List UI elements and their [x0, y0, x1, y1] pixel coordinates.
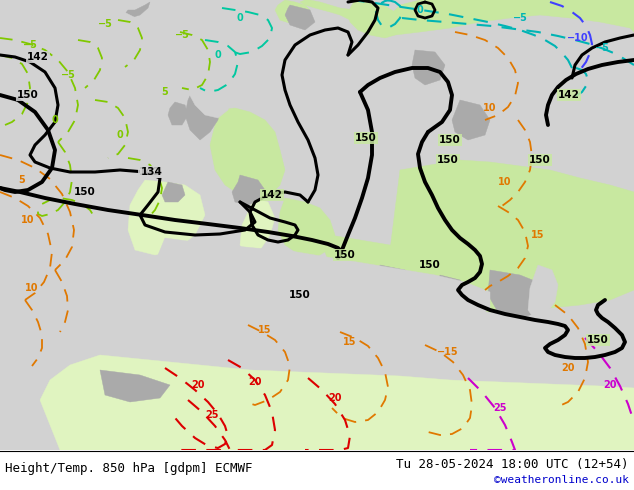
Text: 142: 142	[139, 167, 161, 177]
Polygon shape	[300, 0, 395, 35]
Text: 15: 15	[258, 325, 272, 335]
Text: 20: 20	[561, 363, 575, 373]
Polygon shape	[385, 0, 634, 35]
Polygon shape	[372, 265, 420, 305]
Polygon shape	[125, 2, 150, 18]
Polygon shape	[240, 198, 275, 255]
Text: −10: −10	[567, 33, 589, 43]
Polygon shape	[270, 58, 340, 102]
Text: −5: −5	[23, 40, 37, 50]
Text: 150: 150	[529, 155, 551, 165]
Polygon shape	[275, 0, 310, 25]
Polygon shape	[278, 198, 335, 258]
Text: 10: 10	[498, 177, 512, 187]
Polygon shape	[40, 355, 634, 450]
Polygon shape	[390, 160, 634, 312]
Text: 150: 150	[355, 133, 377, 143]
Text: 0: 0	[236, 13, 243, 23]
Text: 142: 142	[558, 90, 580, 100]
Text: 20: 20	[191, 380, 205, 390]
Polygon shape	[168, 102, 188, 125]
Text: Tu 28-05-2024 18:00 UTC (12+54): Tu 28-05-2024 18:00 UTC (12+54)	[396, 458, 629, 470]
Text: 0: 0	[215, 50, 221, 60]
Text: Height/Temp. 850 hPa [gdpm] ECMWF: Height/Temp. 850 hPa [gdpm] ECMWF	[5, 462, 252, 474]
Polygon shape	[0, 0, 634, 450]
Text: 134: 134	[141, 167, 163, 177]
Polygon shape	[155, 238, 490, 322]
Text: 150: 150	[17, 90, 39, 100]
Polygon shape	[162, 182, 185, 202]
Polygon shape	[0, 0, 148, 55]
Text: 15: 15	[531, 230, 545, 240]
Text: 15: 15	[343, 337, 357, 347]
Polygon shape	[285, 5, 315, 30]
Text: 150: 150	[437, 155, 459, 165]
Text: 25: 25	[205, 410, 219, 420]
Text: 20: 20	[328, 393, 342, 403]
Text: 142: 142	[27, 52, 49, 62]
Text: −5: −5	[595, 43, 609, 53]
Text: −5: −5	[61, 70, 75, 80]
Text: −5: −5	[174, 30, 190, 40]
Text: −5: −5	[98, 19, 112, 29]
Polygon shape	[348, 0, 400, 38]
Text: 25: 25	[493, 403, 507, 413]
Text: 150: 150	[74, 187, 96, 197]
Polygon shape	[452, 100, 490, 140]
Text: 150: 150	[419, 260, 441, 270]
Text: −15: −15	[437, 347, 459, 357]
Polygon shape	[432, 275, 468, 315]
Text: 20: 20	[249, 377, 262, 387]
Text: 142: 142	[261, 190, 283, 200]
Polygon shape	[488, 270, 550, 318]
Text: 0: 0	[117, 130, 124, 140]
Text: 20: 20	[603, 380, 617, 390]
Text: 5: 5	[18, 175, 25, 185]
Polygon shape	[210, 108, 285, 200]
Polygon shape	[325, 235, 490, 312]
Text: 0: 0	[51, 115, 58, 125]
Text: 10: 10	[25, 283, 39, 293]
Polygon shape	[528, 265, 558, 320]
Text: 150: 150	[439, 135, 461, 145]
Polygon shape	[100, 370, 170, 402]
Polygon shape	[128, 180, 205, 255]
Text: 0: 0	[417, 5, 424, 15]
Polygon shape	[232, 175, 265, 205]
Polygon shape	[412, 50, 445, 85]
Text: 10: 10	[483, 103, 497, 113]
Text: 150: 150	[334, 250, 356, 260]
Text: 10: 10	[22, 215, 35, 225]
Polygon shape	[185, 82, 220, 140]
Polygon shape	[188, 72, 232, 118]
Text: 150: 150	[587, 335, 609, 345]
Polygon shape	[360, 275, 488, 325]
Text: −5: −5	[512, 13, 527, 23]
Text: 5: 5	[162, 87, 169, 97]
Text: 150: 150	[289, 290, 311, 300]
Text: ©weatheronline.co.uk: ©weatheronline.co.uk	[494, 475, 629, 485]
